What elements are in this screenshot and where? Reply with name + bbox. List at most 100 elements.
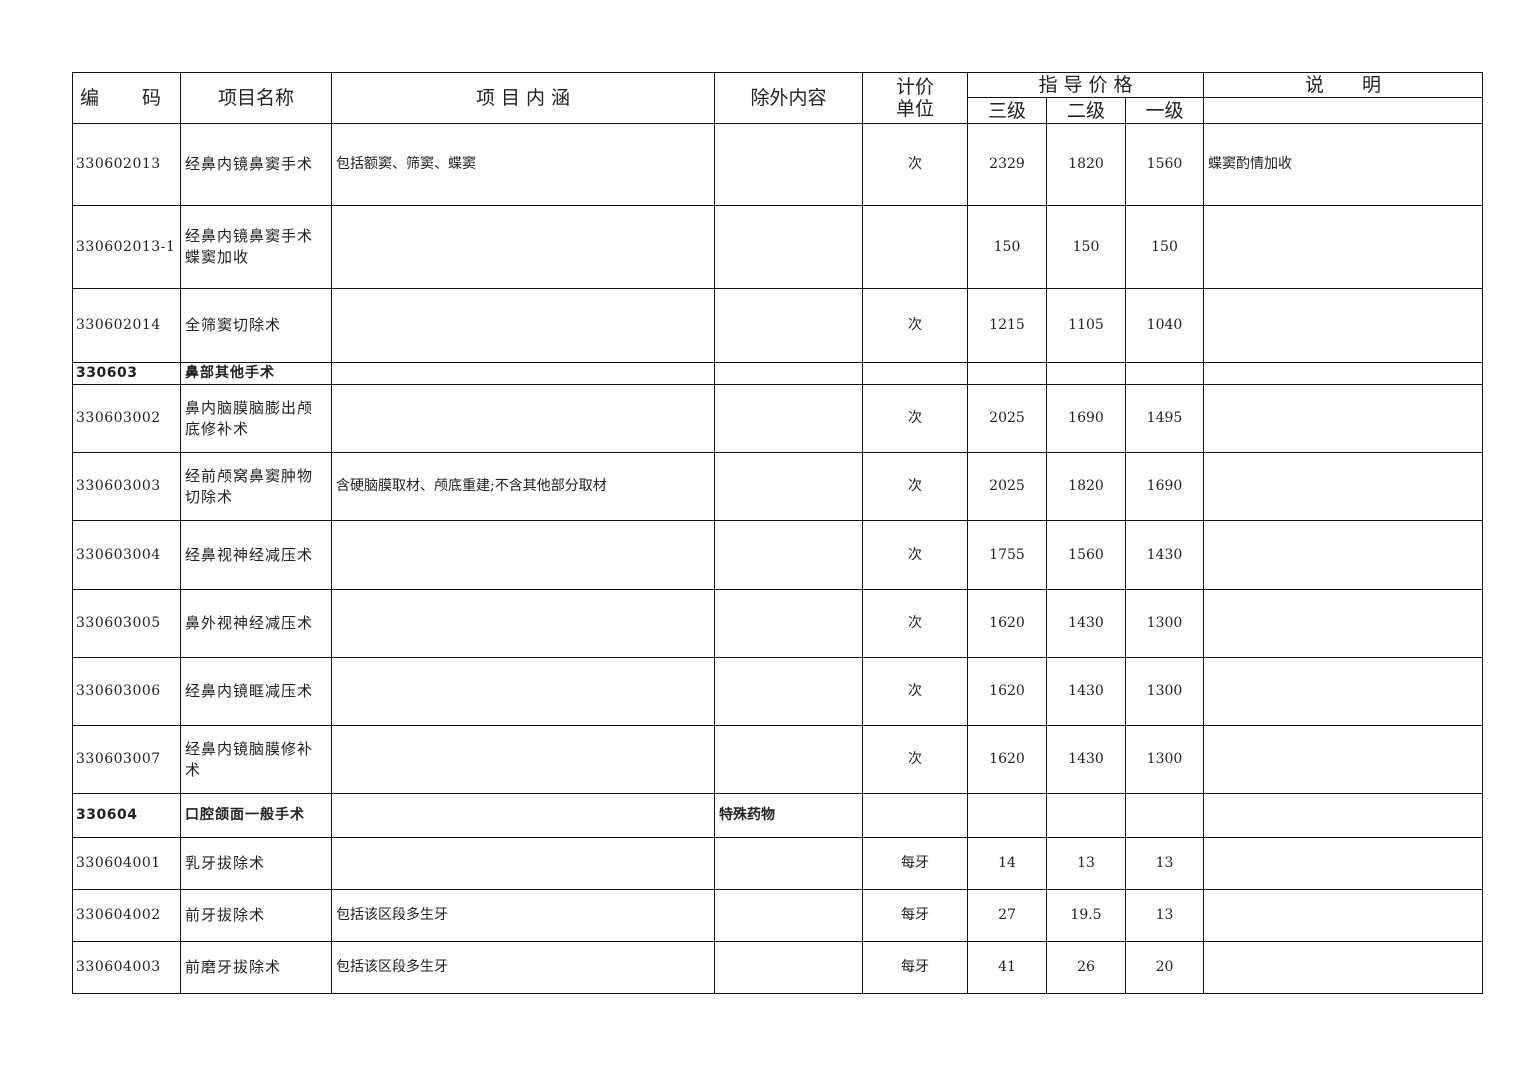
- name-cell: 鼻部其他手术: [180, 362, 332, 385]
- price-level1-cell: [1125, 793, 1204, 838]
- header-level3: 三级: [967, 97, 1047, 124]
- table-row: 330603004 经鼻视神经减压术 次 1755 1560 1430: [72, 520, 1483, 590]
- price-level3-cell: 2329: [967, 123, 1047, 206]
- excluded-cell: [714, 205, 863, 289]
- name-cell: 经鼻内镜脑膜修补术: [180, 725, 332, 794]
- table-row: 330604002 前牙拔除术 包括该区段多生牙 每牙 27 19.5 13: [72, 889, 1483, 942]
- price-level2-cell: [1046, 362, 1126, 385]
- price-level2-cell: 1820: [1046, 452, 1126, 521]
- header-note-blank: [1203, 97, 1483, 124]
- excluded-cell: [714, 837, 863, 890]
- excluded-cell: [714, 725, 863, 794]
- code-cell: 330602013: [72, 123, 181, 206]
- price-level1-cell: 13: [1125, 889, 1204, 942]
- note-cell: [1203, 288, 1483, 363]
- code-cell: 330602013-1: [72, 205, 181, 289]
- note-cell: [1203, 837, 1483, 890]
- price-level3-cell: 2025: [967, 452, 1047, 521]
- price-level1-cell: 1690: [1125, 452, 1204, 521]
- excluded-cell: [714, 384, 863, 453]
- name-cell: 经鼻内镜鼻窦手术蝶窦加收: [180, 205, 332, 289]
- price-level3-cell: 1755: [967, 520, 1047, 590]
- content-cell: [331, 520, 715, 590]
- unit-cell: 每牙: [862, 837, 968, 890]
- table-body: 330602013 经鼻内镜鼻窦手术 包括额窦、筛窦、蝶窦次 2329 1820 1560…: [72, 123, 1483, 994]
- content-cell: [331, 288, 715, 363]
- excluded-cell: [714, 362, 863, 385]
- content-cell: [331, 205, 715, 289]
- unit-cell: 每牙: [862, 941, 968, 994]
- price-level2-cell: 1690: [1046, 384, 1126, 453]
- price-level1-cell: 13: [1125, 837, 1204, 890]
- price-level1-cell: 1560: [1125, 123, 1204, 206]
- name-cell: 前磨牙拔除术: [180, 941, 332, 994]
- table-row: 330604003 前磨牙拔除术 包括该区段多生牙 每牙 41 26 20: [72, 941, 1483, 994]
- price-level3-cell: 1620: [967, 657, 1047, 726]
- header-level1: 一级: [1125, 97, 1204, 124]
- content-cell: [331, 837, 715, 890]
- unit-cell: [862, 793, 968, 838]
- table-row: 330602013 经鼻内镜鼻窦手术 包括额窦、筛窦、蝶窦 次 2329 1820 1560…: [72, 123, 1483, 206]
- price-level2-cell: 1560: [1046, 520, 1126, 590]
- table-row: 330604001 乳牙拔除术 每牙 14 13 13: [72, 837, 1483, 890]
- header-level2: 二级: [1046, 97, 1126, 124]
- price-level1-cell: 1040: [1125, 288, 1204, 363]
- price-level1-cell: 1300: [1125, 725, 1204, 794]
- price-level2-cell: 1430: [1046, 589, 1126, 658]
- excluded-cell: [714, 452, 863, 521]
- unit-cell: 次: [862, 384, 968, 453]
- excluded-cell: [714, 123, 863, 206]
- note-cell: [1203, 384, 1483, 453]
- excluded-cell: [714, 657, 863, 726]
- price-level3-cell: 41: [967, 941, 1047, 994]
- excluded-cell: [714, 889, 863, 942]
- header-name: 项目名称: [180, 72, 332, 124]
- unit-cell: 次: [862, 520, 968, 590]
- header-excluded: 除外内容: [714, 72, 863, 124]
- name-cell: 鼻外视神经减压术: [180, 589, 332, 658]
- content-cell: [331, 793, 715, 838]
- price-level3-cell: [967, 793, 1047, 838]
- note-cell: [1203, 452, 1483, 521]
- unit-cell: 次: [862, 725, 968, 794]
- name-cell: 经前颅窝鼻窦肿物切除术: [180, 452, 332, 521]
- excluded-cell: 特殊药物: [714, 793, 863, 838]
- price-level2-cell: 13: [1046, 837, 1126, 890]
- price-level3-cell: [967, 362, 1047, 385]
- note-cell: [1203, 889, 1483, 942]
- section-row: 330604 口腔颌面一般手术 特殊药物: [72, 793, 1483, 838]
- code-cell: 330603003: [72, 452, 181, 521]
- unit-cell: 次: [862, 123, 968, 206]
- table-row: 330602014 全筛窦切除术 次 1215 1105 1040: [72, 288, 1483, 363]
- excluded-cell: [714, 941, 863, 994]
- content-cell: [331, 657, 715, 726]
- excluded-cell: [714, 589, 863, 658]
- price-table: 编 码 项目名称 项 目 内 涵 除外内容 计价单位 指 导 价 格 说 明 三…: [72, 72, 1483, 994]
- price-level3-cell: 27: [967, 889, 1047, 942]
- note-cell: [1203, 725, 1483, 794]
- name-cell: 经鼻内镜眶减压术: [180, 657, 332, 726]
- price-level3-cell: 2025: [967, 384, 1047, 453]
- code-cell: 330604002: [72, 889, 181, 942]
- content-cell: 包括该区段多生牙: [331, 941, 715, 994]
- code-cell: 330604: [72, 793, 181, 838]
- table-row: 330603005 鼻外视神经减压术 次 1620 1430 1300: [72, 589, 1483, 658]
- table-row: 330603002 鼻内脑膜脑膨出颅底修补术 次 2025 1690 1495: [72, 384, 1483, 453]
- code-cell: 330603007: [72, 725, 181, 794]
- note-cell: [1203, 589, 1483, 658]
- note-cell: [1203, 520, 1483, 590]
- excluded-cell: [714, 520, 863, 590]
- price-level2-cell: 1430: [1046, 725, 1126, 794]
- price-level1-cell: 1300: [1125, 589, 1204, 658]
- price-level1-cell: 150: [1125, 205, 1204, 289]
- unit-cell: [862, 362, 968, 385]
- name-cell: 经鼻内镜鼻窦手术: [180, 123, 332, 206]
- price-level3-cell: 1620: [967, 725, 1047, 794]
- price-level2-cell: 1820: [1046, 123, 1126, 206]
- price-level2-cell: 1430: [1046, 657, 1126, 726]
- unit-cell: 次: [862, 657, 968, 726]
- name-cell: 前牙拔除术: [180, 889, 332, 942]
- section-row: 330603 鼻部其他手术: [72, 362, 1483, 385]
- code-cell: 330603005: [72, 589, 181, 658]
- code-cell: 330603002: [72, 384, 181, 453]
